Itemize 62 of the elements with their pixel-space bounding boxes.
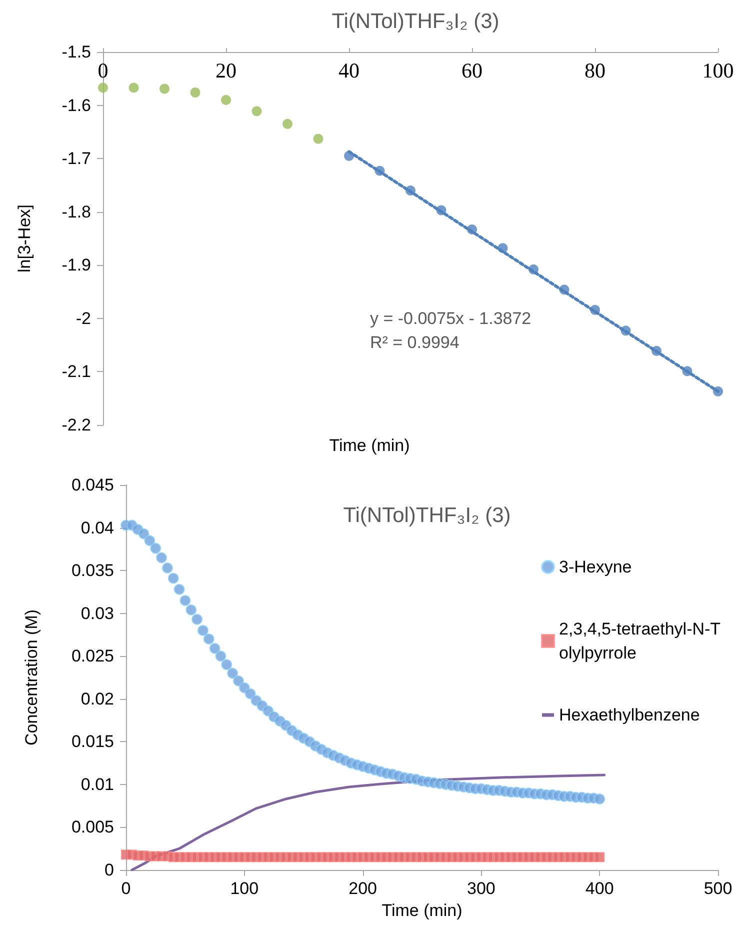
y-tick-label: 0.015	[71, 732, 114, 752]
x-axis-title: Time (min)	[329, 436, 410, 455]
point	[160, 84, 170, 94]
y-tick-label: 0.045	[71, 476, 114, 494]
x-tick-label: 0	[121, 879, 131, 898]
y-tick-label: -2.1	[62, 362, 91, 382]
annotation: y = -0.0075x - 1.3872	[370, 309, 532, 328]
y-tick-label: 0	[104, 860, 114, 880]
y-tick-label: -2	[76, 308, 91, 328]
x-tick-label: 60	[462, 58, 482, 82]
point	[221, 94, 231, 105]
x-axis-title: Time (min)	[382, 901, 462, 920]
point	[282, 118, 292, 129]
point	[128, 82, 139, 93]
point	[590, 304, 600, 315]
x-tick-label: 400	[585, 879, 614, 898]
point	[467, 224, 477, 234]
legend-label: 3-Hexyne	[559, 558, 632, 576]
point	[498, 243, 508, 254]
y-tick-label: -1.9	[62, 256, 91, 275]
point	[190, 88, 200, 98]
y-tick-label: 0.025	[71, 646, 114, 666]
y-tick-label: -1.6	[62, 96, 91, 115]
y-axis-title: Concentration (M)	[22, 609, 41, 746]
point	[652, 346, 662, 356]
y-axis-title: ln[3-Hex]	[15, 204, 34, 273]
y-tick-label: 0.04	[80, 518, 114, 538]
x-tick-label: 100	[230, 879, 259, 898]
text: Ti(NTol)THF₃I₂ (3)	[343, 504, 511, 527]
x-tick-label: 500	[704, 879, 732, 898]
point	[344, 150, 354, 161]
point	[98, 82, 108, 93]
line-series	[130, 774, 606, 872]
x-tick-label: 200	[348, 879, 377, 898]
point	[436, 205, 446, 216]
point	[682, 366, 692, 376]
legend-label: 2,3,4,5-tetraethyl-N-Tolylpyrrole	[559, 620, 721, 662]
point	[559, 284, 570, 295]
point	[713, 386, 723, 396]
x-tick-label: 80	[584, 58, 606, 82]
y-tick-label: 0.02	[80, 689, 114, 708]
y-tick-label: 0.005	[71, 818, 114, 837]
point	[252, 106, 262, 116]
y-tick-label: 0.035	[71, 561, 114, 580]
x-tick-label: 40	[338, 58, 360, 82]
y-tick-label: -1.7	[62, 149, 91, 168]
y-tick-label: -1.8	[62, 202, 91, 222]
chart-title: Ti(NTol)THF₃I₂ (3)	[332, 10, 500, 33]
point	[406, 186, 416, 196]
legend-label: Hexaethylbenzene	[559, 706, 700, 724]
annotation: R² = 0.9994	[370, 333, 460, 352]
y-tick-label: -2.2	[62, 416, 91, 434]
point	[374, 166, 385, 176]
point	[528, 264, 538, 274]
point	[313, 134, 324, 144]
x-tick-label: 20	[216, 58, 236, 82]
x-tick-label: 100	[702, 58, 734, 82]
y-tick-label: 0.01	[80, 774, 114, 794]
x-tick-label: 300	[467, 879, 496, 898]
point	[620, 326, 631, 336]
y-tick-label: -1.5	[62, 42, 91, 62]
y-tick-label: 0.03	[80, 604, 114, 623]
